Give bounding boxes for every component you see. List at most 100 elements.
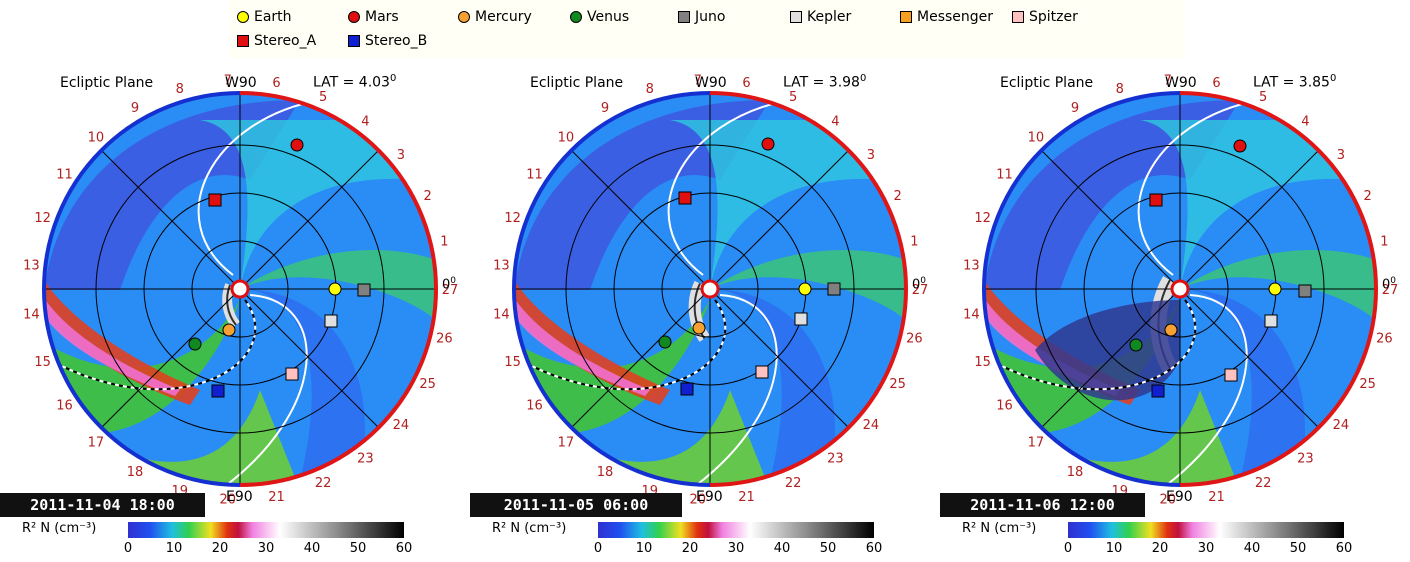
carrington-number-label: 25: [889, 377, 906, 392]
carrington-number-label: 3: [1337, 148, 1345, 163]
mars-marker: [761, 137, 775, 151]
legend-item-earth: Earth: [237, 8, 292, 26]
degree-sign: 0: [389, 73, 397, 84]
carrington-number-label: 23: [1297, 451, 1314, 466]
carrington-number-label: 5: [1259, 90, 1267, 105]
kepler-marker: [1264, 314, 1278, 328]
carrington-number-label: 1: [1380, 235, 1388, 250]
carrington-number-label: 6: [742, 76, 750, 91]
carrington-number-label: 7: [694, 73, 702, 88]
carrington-number-label: 17: [88, 436, 105, 451]
degree-sign: 0: [920, 276, 927, 286]
legend-label: Stereo_A: [254, 33, 317, 49]
carrington-number-label: 26: [436, 331, 453, 346]
mercury-marker: [1164, 323, 1178, 337]
venus-marker: [658, 335, 672, 349]
colorbar-tick-label: 50: [349, 541, 367, 556]
carrington-number-label: 26: [1376, 331, 1393, 346]
carrington-number-label: 24: [1333, 418, 1350, 433]
mercury-marker: [222, 323, 236, 337]
colorbar-tick-label: 20: [1151, 541, 1169, 556]
carrington-number-label: 11: [56, 168, 73, 183]
legend-item-mars: Mars: [348, 8, 399, 26]
carrington-number-label: 17: [1028, 436, 1045, 451]
circle-marker-icon: [570, 11, 582, 23]
carrington-number-label: 3: [397, 148, 405, 163]
legend: Earth Mars Mercury Venus Juno Kepler Messenger…: [230, 0, 1185, 58]
mars-marker: [1233, 139, 1247, 153]
carrington-number-label: 12: [504, 211, 521, 226]
zero-text: 0: [912, 277, 921, 293]
colorbar-tick-label: 10: [1105, 541, 1123, 556]
zero-text: 0: [1382, 277, 1391, 293]
carrington-number-label: 7: [224, 73, 232, 88]
carrington-number-label: 22: [315, 476, 332, 491]
carrington-number-label: 9: [1071, 101, 1079, 116]
legend-item-venus: Venus: [570, 8, 629, 26]
w90-label: W90: [225, 75, 257, 91]
colorbar-tick-label: 20: [681, 541, 699, 556]
legend-item-kepler: Kepler: [790, 8, 851, 26]
colorbar-tick-label: 0: [1063, 541, 1073, 556]
legend-item-stereo-b: Stereo_B: [348, 32, 427, 50]
spitzer-marker: [755, 365, 769, 379]
legend-label: Venus: [587, 9, 630, 25]
colorbar-tick-label: 30: [1197, 541, 1215, 556]
legend-item-messenger: Messenger: [900, 8, 993, 26]
colorbar-label: R² N (cm⁻³): [22, 521, 97, 536]
carrington-number-label: 27: [912, 283, 929, 298]
carrington-number-label: 13: [23, 259, 40, 274]
carrington-number-label: 3: [867, 148, 875, 163]
square-marker-icon: [678, 11, 690, 23]
carrington-number-label: 4: [831, 115, 839, 130]
panel-title: Ecliptic Plane: [1000, 75, 1094, 91]
carrington-number-label: 12: [974, 211, 991, 226]
carrington-number-label: 21: [268, 490, 285, 505]
carrington-number-label: 8: [1116, 82, 1124, 97]
enlil-panel-2: 1 2 3 4 5 6 7 8 9 10 11 12 13 14 15 16 17 18 19 20 21 22 23 24 2…: [470, 60, 940, 562]
carrington-number-label: 20: [1160, 493, 1177, 508]
circle-marker-icon: [348, 11, 360, 23]
zero-degree-label: 00: [1382, 276, 1396, 292]
carrington-number-label: 4: [361, 115, 369, 130]
legend-label: Juno: [695, 9, 726, 25]
square-marker-icon: [237, 35, 249, 47]
juno-marker: [357, 283, 371, 297]
mercury-marker: [692, 321, 706, 335]
colorbar: [128, 522, 404, 538]
carrington-number-label: 18: [127, 465, 144, 480]
carrington-number-label: 2: [894, 189, 902, 204]
square-marker-icon: [790, 11, 802, 23]
latitude-value: LAT = 3.98: [783, 74, 860, 91]
legend-label: Messenger: [917, 9, 994, 25]
e90-label: E90: [1166, 489, 1193, 505]
carrington-number-label: 11: [996, 168, 1013, 183]
carrington-number-label: 9: [131, 101, 139, 116]
kepler-marker: [324, 314, 338, 328]
carrington-number-label: 22: [785, 476, 802, 491]
legend-label: Kepler: [807, 9, 852, 25]
carrington-number-label: 9: [601, 101, 609, 116]
carrington-number-label: 14: [493, 307, 510, 322]
zero-text: 0: [442, 277, 451, 293]
carrington-number-label: 5: [319, 90, 327, 105]
legend-label: Spitzer: [1029, 9, 1078, 25]
kepler-marker: [794, 312, 808, 326]
w90-label: W90: [695, 75, 727, 91]
carrington-number-label: 20: [220, 493, 237, 508]
earth-marker: [328, 282, 342, 296]
circle-marker-icon: [237, 11, 249, 23]
carrington-number-label: 27: [442, 283, 459, 298]
e90-label: E90: [696, 489, 723, 505]
spitzer-marker: [1224, 368, 1238, 382]
carrington-number-label: 26: [906, 331, 923, 346]
timestamp-label: 2011-11-04 18:00: [0, 493, 205, 517]
colorbar-tick-label: 10: [635, 541, 653, 556]
e90-label: E90: [226, 489, 253, 505]
latitude-label: LAT = 4.030: [313, 73, 396, 91]
colorbar-tick-label: 30: [257, 541, 275, 556]
colorbar-label: R² N (cm⁻³): [962, 521, 1037, 536]
timestamp-label: 2011-11-06 12:00: [940, 493, 1145, 517]
legend-item-mercury: Mercury: [458, 8, 532, 26]
